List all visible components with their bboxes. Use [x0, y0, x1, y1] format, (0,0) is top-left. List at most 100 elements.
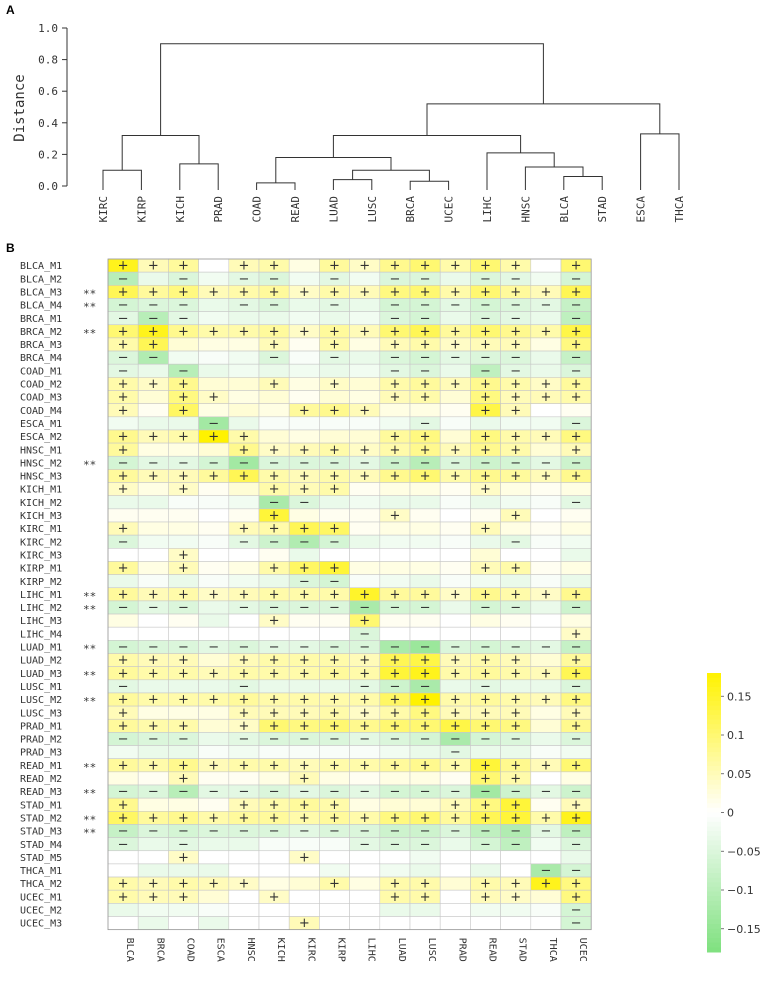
heatmap-cell: [198, 600, 230, 615]
colorbar-step: [707, 942, 721, 948]
cell-sign: −: [540, 824, 551, 839]
cell-sign: +: [238, 469, 249, 484]
heatmap-cell: [409, 482, 441, 496]
cell-sign: +: [480, 653, 491, 668]
cell-sign: +: [238, 719, 249, 734]
heatmap-cell: [379, 482, 411, 496]
cell-sign: −: [148, 298, 159, 313]
leaf-label-luad: LUAD: [327, 196, 340, 223]
cell-sign: +: [480, 706, 491, 721]
cell-sign: +: [510, 561, 521, 576]
cell-sign: +: [540, 666, 551, 681]
row-significance: **: [83, 327, 96, 340]
cell-sign: +: [178, 666, 189, 681]
cell-sign: −: [571, 495, 582, 510]
leaf-label-ucec: UCEC: [443, 196, 456, 223]
heatmap-cell: [288, 863, 320, 878]
heatmap-cell: [258, 547, 290, 562]
heatmap-cell: [379, 771, 411, 786]
heatmap-cell: [439, 508, 471, 523]
row-label: READ_M1: [20, 761, 62, 772]
cell-sign: +: [178, 653, 189, 668]
cell-sign: −: [480, 364, 491, 379]
cell-sign: −: [571, 640, 582, 655]
cell-sign: −: [359, 627, 370, 642]
heatmap-cell: [198, 521, 230, 536]
heatmap-cell: [560, 613, 592, 628]
cell-sign: −: [389, 732, 400, 747]
cell-sign: −: [420, 732, 431, 747]
heatmap-cell: [319, 771, 350, 786]
heatmap-cell: [319, 903, 350, 917]
cell-sign: +: [208, 390, 219, 405]
cell-sign: −: [420, 351, 431, 366]
cell-sign: −: [178, 298, 189, 313]
cell-sign: −: [389, 640, 400, 655]
cell-sign: +: [480, 811, 491, 826]
cell-sign: −: [148, 351, 159, 366]
cell-sign: +: [480, 877, 491, 892]
cell-sign: +: [178, 758, 189, 773]
cell-sign: −: [269, 640, 280, 655]
heatmap-cell: [379, 574, 411, 589]
cell-sign: +: [571, 719, 582, 734]
heatmap-cell: [349, 771, 381, 786]
heatmap-cell: [288, 679, 320, 694]
row-label: STAD_M3: [20, 827, 62, 838]
cell-sign: −: [329, 298, 340, 313]
cell-sign: +: [269, 522, 280, 537]
heatmap-cell: [439, 521, 471, 536]
leaf-label-coad: COAD: [251, 196, 264, 223]
cell-sign: −: [359, 824, 370, 839]
cell-sign: +: [359, 811, 370, 826]
heatmap-cell: [137, 863, 169, 878]
heatmap-cell: [319, 863, 350, 878]
cell-sign: +: [450, 758, 461, 773]
cell-sign: +: [238, 522, 249, 537]
cell-sign: +: [450, 798, 461, 813]
cell-sign: −: [329, 640, 340, 655]
heatmap-cell: [530, 679, 562, 694]
y-tick-label: 0.8: [38, 54, 58, 67]
heatmap-cell: [500, 850, 532, 865]
cell-sign: −: [118, 601, 129, 616]
heatmap-cell: [409, 547, 441, 562]
column-label-kirc: KIRC: [305, 938, 316, 962]
cell-sign: +: [238, 706, 249, 721]
leaf-label-brca: BRCA: [404, 196, 417, 223]
cell-sign: −: [510, 785, 521, 800]
heatmap-cell: [198, 482, 230, 496]
leaf-label-esca: ESCA: [635, 196, 648, 223]
cell-sign: +: [571, 666, 582, 681]
cell-sign: −: [389, 601, 400, 616]
cell-sign: −: [118, 640, 129, 655]
row-significance: **: [83, 787, 96, 800]
cell-sign: +: [510, 653, 521, 668]
heatmap-cell: [319, 837, 350, 852]
cell-sign: +: [148, 890, 159, 905]
heatmap-cell: [168, 534, 199, 549]
row-label: KICH_M1: [20, 485, 62, 496]
cell-sign: −: [420, 298, 431, 313]
column-label-prad: PRAD: [456, 938, 467, 962]
dendrogram-link: [102, 169, 142, 186]
cell-sign: −: [450, 785, 461, 800]
cell-sign: −: [238, 298, 249, 313]
cell-sign: +: [540, 469, 551, 484]
cell-sign: +: [571, 890, 582, 905]
cell-sign: +: [118, 811, 129, 826]
cell-sign: +: [329, 482, 340, 497]
colorbar-step: [707, 924, 721, 930]
colorbar-step: [707, 775, 721, 781]
cell-sign: +: [571, 324, 582, 339]
cell-sign: +: [450, 259, 461, 274]
heatmap-cell: [409, 508, 441, 523]
column-label-blca: BLCA: [124, 938, 135, 962]
cell-sign: −: [238, 679, 249, 694]
cell-sign: −: [329, 535, 340, 550]
cell-sign: −: [480, 732, 491, 747]
cell-sign: +: [389, 693, 400, 708]
colorbar-step: [707, 831, 721, 837]
colorbar-step: [707, 747, 721, 753]
heatmap-cell: [228, 863, 260, 878]
